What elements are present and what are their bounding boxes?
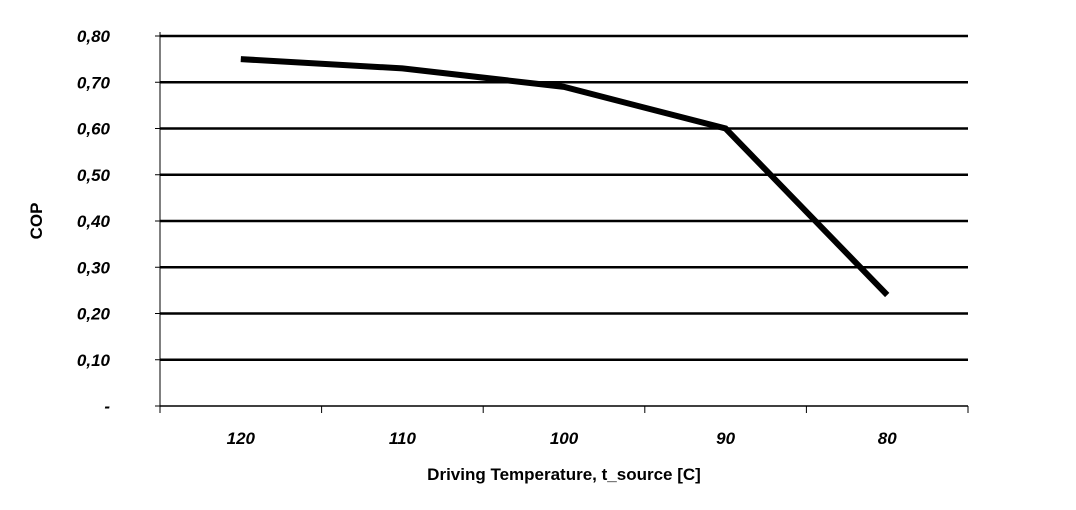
x-tick-label: 90 (716, 429, 735, 448)
x-tick-labels: 120 110 100 90 80 (227, 429, 898, 448)
series (240, 56, 890, 298)
gridlines (160, 34, 968, 361)
x-axis-label: Driving Temperature, t_source [C] (427, 465, 701, 484)
x-tick-label: 80 (878, 429, 897, 448)
y-tick-label: - (104, 397, 110, 416)
y-tick-label: 0,60 (77, 120, 111, 139)
y-tick-labels: - 0,10 0,20 0,30 0,40 0,50 0,60 0,70 0,80 (77, 27, 111, 416)
y-axis-label: COP (27, 203, 46, 240)
x-tick-label: 100 (550, 429, 579, 448)
x-tick-label: 110 (389, 429, 417, 448)
y-tick-label: 0,70 (77, 73, 111, 92)
x-tick-label: 120 (227, 429, 256, 448)
y-tick-label: 0,20 (77, 305, 111, 324)
series-line (240, 56, 890, 298)
y-tick-label: 0,80 (77, 27, 111, 46)
axes (155, 32, 969, 413)
y-tick-label: 0,30 (77, 258, 111, 277)
y-tick-label: 0,50 (77, 166, 111, 185)
y-tick-label: 0,10 (77, 351, 111, 370)
y-tick-label: 0,40 (77, 212, 111, 231)
